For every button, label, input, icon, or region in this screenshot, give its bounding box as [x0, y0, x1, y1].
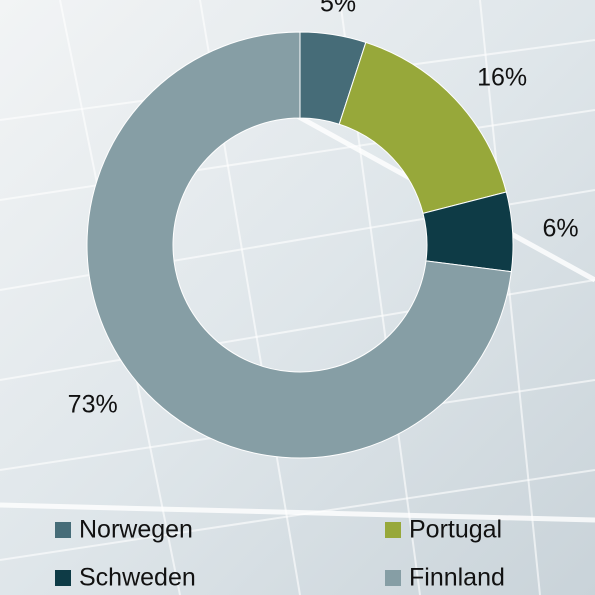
- data-label: 6%: [543, 214, 579, 242]
- data-label: 73%: [68, 390, 118, 418]
- legend-swatch: [55, 522, 71, 538]
- legend-label: Norwegen: [79, 516, 193, 544]
- legend-swatch: [385, 570, 401, 586]
- data-label: 5%: [320, 0, 356, 18]
- legend-label: Schweden: [79, 564, 196, 592]
- legend-label: Finnland: [409, 564, 505, 592]
- chart: 5% 16% 6% 73% Norwegen Portugal Schweden Finnla…: [0, 0, 595, 595]
- legend-swatch: [385, 522, 401, 538]
- legend-swatch: [55, 570, 71, 586]
- legend-label: Portugal: [409, 516, 502, 544]
- data-label: 16%: [477, 63, 527, 91]
